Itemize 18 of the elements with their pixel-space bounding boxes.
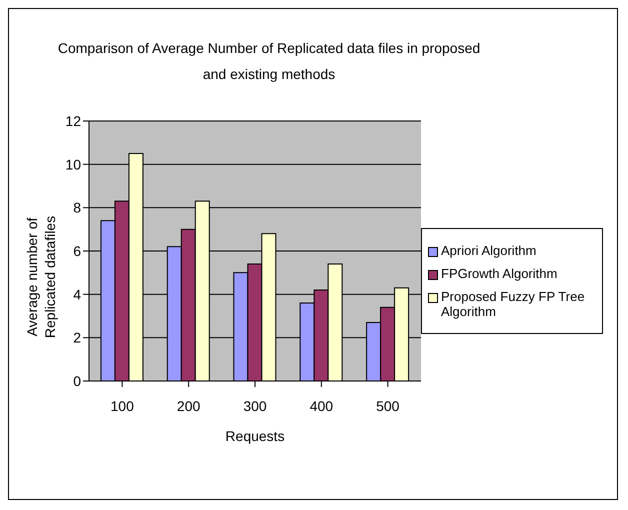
x-tick-label: 500	[376, 398, 400, 414]
y-axis-title: Average number of Replicated datafiles	[23, 214, 59, 340]
x-axis-title: Requests	[225, 428, 285, 444]
y-tick-label: 2	[73, 330, 82, 346]
chart-title: Comparison of Average Number of Replicated data files in proposed and existing methods	[56, 39, 482, 84]
y-tick-label: 0	[73, 372, 82, 389]
y-tick-label: 8	[73, 200, 82, 216]
y-tick-label: 10	[65, 156, 82, 172]
x-tick-label: 200	[176, 398, 200, 414]
x-tick-label: 300	[243, 398, 267, 414]
y-tick-label: 4	[73, 286, 82, 302]
y-tick-label: 12	[65, 112, 82, 129]
y-tick-label: 6	[73, 242, 82, 259]
x-tick-label: 100	[110, 398, 134, 414]
x-tick-label: 400	[310, 398, 334, 414]
legend-label: FPGrowth Algorithm	[441, 266, 558, 281]
legend-label: Proposed Fuzzy FP Tree Algorithm	[441, 289, 586, 319]
legend-label: Apriori Algorithm	[441, 243, 536, 258]
